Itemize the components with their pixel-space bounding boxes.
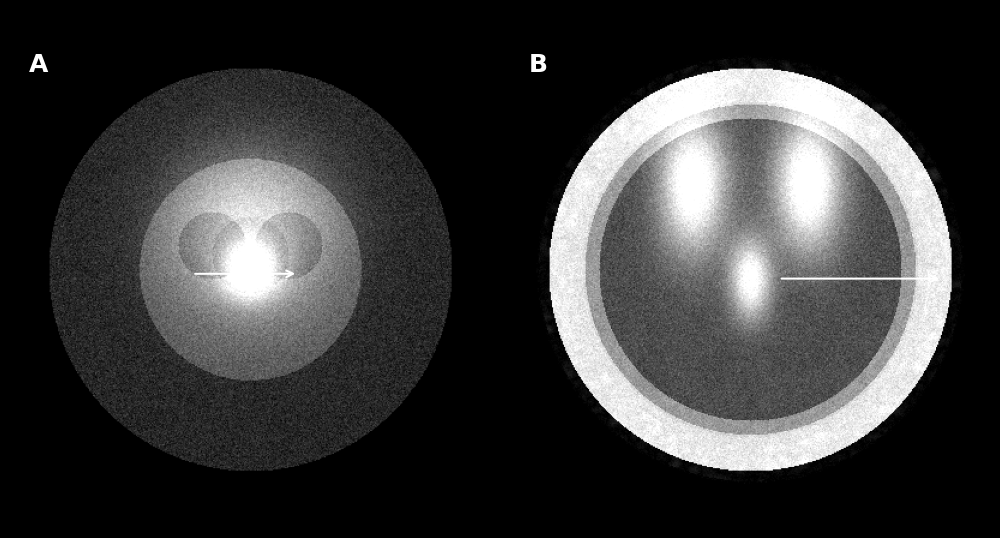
Text: B: B — [529, 53, 548, 77]
Text: A: A — [29, 53, 49, 77]
